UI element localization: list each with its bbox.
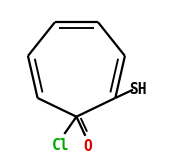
Text: O: O: [83, 139, 92, 154]
Text: SH: SH: [130, 82, 147, 97]
Text: Cl: Cl: [52, 138, 69, 153]
